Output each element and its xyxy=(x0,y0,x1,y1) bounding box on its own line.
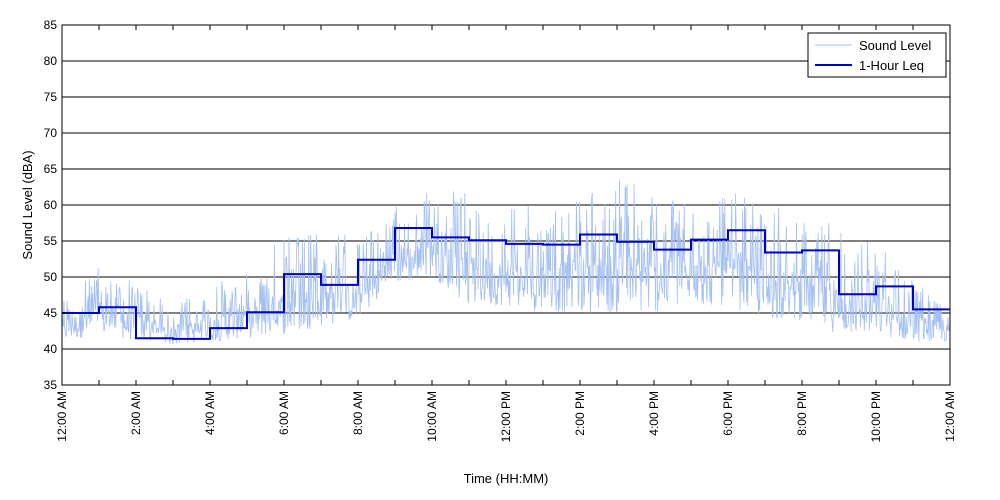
x-tick-label: 6:00 AM xyxy=(277,391,291,435)
y-tick-label: 65 xyxy=(44,162,58,176)
legend-label-sound-level: Sound Level xyxy=(859,38,931,53)
y-tick-label: 60 xyxy=(44,198,58,212)
y-tick-label: 80 xyxy=(44,54,58,68)
legend: Sound Level 1-Hour Leq xyxy=(807,32,947,78)
y-tick-label: 45 xyxy=(44,306,58,320)
x-tick-label: 8:00 PM xyxy=(795,391,809,436)
x-tick-label: 2:00 AM xyxy=(129,391,143,435)
x-tick-label: 8:00 AM xyxy=(351,391,365,435)
x-tick-label: 12:00 AM xyxy=(55,391,69,442)
series-sound-level-line xyxy=(62,179,950,345)
y-tick-label: 70 xyxy=(44,126,58,140)
y-tick-label: 85 xyxy=(44,18,58,32)
y-tick-label: 35 xyxy=(44,378,58,392)
y-axis-title: Sound Level (dBA) xyxy=(20,150,35,259)
x-tick-label: 12:00 PM xyxy=(499,391,513,442)
x-tick-label: 4:00 PM xyxy=(647,391,661,436)
axis-ticks: 35 40 45 50 55 60 65 70 75 80 85 12:00 AM 2:00 AM 4:0… xyxy=(44,18,957,442)
x-tick-label: 10:00 PM xyxy=(869,391,883,442)
y-tick-label: 55 xyxy=(44,234,58,248)
legend-label-1-hour-leq: 1-Hour Leq xyxy=(859,58,924,73)
x-tick-label: 6:00 PM xyxy=(721,391,735,436)
x-axis-title: Time (HH:MM) xyxy=(464,471,549,486)
y-tick-label: 75 xyxy=(44,90,58,104)
y-tick-label: 50 xyxy=(44,270,58,284)
x-tick-label: 4:00 AM xyxy=(203,391,217,435)
y-tick-label: 40 xyxy=(44,342,58,356)
legend-box xyxy=(807,32,947,78)
series-layer xyxy=(62,179,950,345)
x-tick-label: 10:00 AM xyxy=(425,391,439,442)
x-tick-label: 12:00 AM xyxy=(943,391,957,442)
series-1-hour-leq-line xyxy=(62,227,950,340)
x-tick-label: 2:00 PM xyxy=(573,391,587,436)
gridlines xyxy=(62,60,950,350)
